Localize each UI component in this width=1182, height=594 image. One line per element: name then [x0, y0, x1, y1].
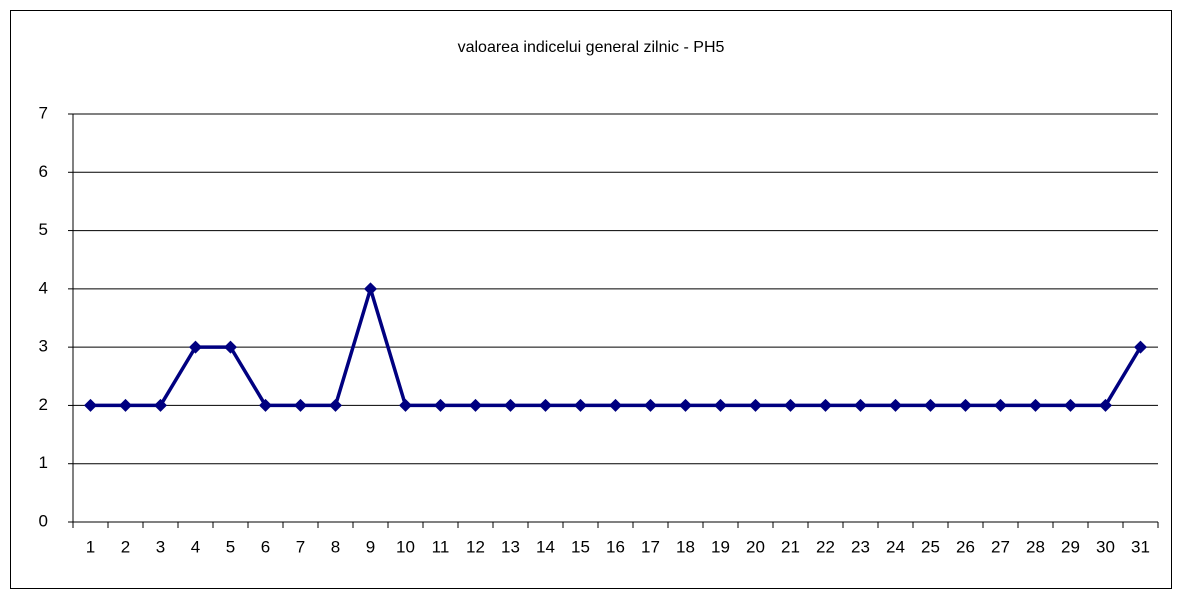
- x-tick-label: 3: [156, 537, 165, 556]
- x-tick-label: 23: [851, 537, 870, 556]
- x-tick-label: 25: [921, 537, 940, 556]
- x-tick-label: 7: [296, 537, 305, 556]
- y-tick-label: 1: [39, 453, 48, 472]
- y-tick-label: 4: [39, 278, 48, 297]
- point-marker: [469, 398, 482, 412]
- x-tick-label: 24: [886, 537, 905, 556]
- point-marker: [259, 398, 272, 412]
- x-tick-label: 17: [641, 537, 660, 556]
- chart-title: valoarea indicelui general zilnic - PH5: [458, 39, 725, 56]
- x-tick-label: 2: [121, 537, 130, 556]
- point-marker: [784, 398, 797, 412]
- x-tick-label: 8: [331, 537, 340, 556]
- x-tick-label: 26: [956, 537, 975, 556]
- x-tick-label: 13: [501, 537, 520, 556]
- point-marker: [959, 398, 972, 412]
- x-tick-label: 14: [536, 537, 555, 556]
- point-marker: [329, 398, 342, 412]
- point-marker: [364, 282, 377, 296]
- x-tick-label: 22: [816, 537, 835, 556]
- point-marker: [224, 340, 237, 354]
- x-tick-label: 20: [746, 537, 765, 556]
- point-marker: [574, 398, 587, 412]
- x-tick-label: 30: [1096, 537, 1115, 556]
- point-marker: [84, 398, 97, 412]
- point-marker: [189, 340, 202, 354]
- point-marker: [434, 398, 447, 412]
- x-tick-label: 15: [571, 537, 590, 556]
- point-marker: [1134, 340, 1147, 354]
- x-tick-label: 12: [466, 537, 485, 556]
- x-tick-label: 21: [781, 537, 800, 556]
- point-marker: [819, 398, 832, 412]
- x-tick-label: 27: [991, 537, 1010, 556]
- y-tick-label: 2: [39, 395, 48, 414]
- x-tick-label: 29: [1061, 537, 1080, 556]
- point-marker: [889, 398, 902, 412]
- point-marker: [154, 398, 167, 412]
- point-marker: [924, 398, 937, 412]
- point-marker: [679, 398, 692, 412]
- point-marker: [1064, 398, 1077, 412]
- y-tick-label: 0: [39, 511, 48, 530]
- x-tick-label: 10: [396, 537, 415, 556]
- x-tick-label: 31: [1131, 537, 1150, 556]
- point-marker: [119, 398, 132, 412]
- point-marker: [1099, 398, 1112, 412]
- point-marker: [504, 398, 517, 412]
- point-marker: [644, 398, 657, 412]
- x-tick-label: 1: [86, 537, 95, 556]
- x-tick-label: 9: [366, 537, 375, 556]
- point-marker: [399, 398, 412, 412]
- y-tick-label: 6: [39, 162, 48, 181]
- x-tick-label: 16: [606, 537, 625, 556]
- x-tick-label: 18: [676, 537, 695, 556]
- y-tick-label: 3: [39, 337, 48, 356]
- chart-border: [10, 10, 1172, 589]
- point-marker: [994, 398, 1007, 412]
- x-tick-label: 11: [432, 537, 450, 556]
- point-marker: [1029, 398, 1042, 412]
- point-marker: [854, 398, 867, 412]
- point-marker: [749, 398, 762, 412]
- point-marker: [294, 398, 307, 412]
- point-marker: [714, 398, 727, 412]
- x-tick-label: 19: [711, 537, 730, 556]
- point-marker: [539, 398, 552, 412]
- x-tick-label: 4: [191, 537, 200, 556]
- x-tick-label: 5: [226, 537, 235, 556]
- x-tick-label: 28: [1026, 537, 1045, 556]
- x-tick-label: 6: [261, 537, 270, 556]
- point-marker: [609, 398, 622, 412]
- y-tick-label: 7: [39, 103, 48, 122]
- y-tick-label: 5: [39, 220, 48, 239]
